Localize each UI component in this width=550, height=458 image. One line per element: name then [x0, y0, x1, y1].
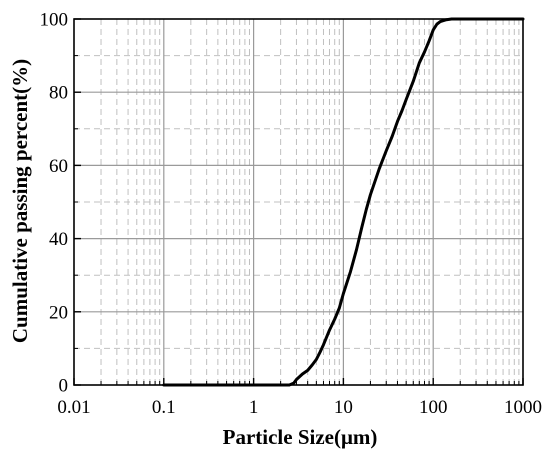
- y-tick-label: 0: [59, 376, 69, 397]
- y-tick-label: 100: [40, 10, 69, 31]
- cumulative-passing-line: [162, 17, 525, 387]
- minor-grid: [74, 19, 523, 385]
- x-tick-labels: 0.01 0.1 1 10 100 1000: [57, 397, 542, 418]
- x-tick-label: 10: [334, 397, 353, 418]
- y-tick-labels: 0 20 40 60 80 100: [40, 10, 69, 397]
- major-grid: [74, 19, 523, 385]
- y-tick-label: 60: [49, 156, 68, 177]
- x-tick-label: 100: [419, 397, 448, 418]
- x-axis-title: Particle Size(μm): [223, 425, 378, 449]
- x-tick-label: 1000: [504, 397, 542, 418]
- x-tick-label: 0.01: [57, 397, 90, 418]
- y-axis-title: Cumulative passing percent(%): [8, 59, 32, 343]
- axis-ticks: [73, 18, 524, 386]
- y-tick-label: 80: [49, 83, 68, 104]
- y-tick-label: 20: [49, 302, 68, 323]
- y-tick-label: 40: [49, 229, 68, 250]
- x-tick-label: 0.1: [152, 397, 176, 418]
- x-tick-label: 1: [249, 397, 259, 418]
